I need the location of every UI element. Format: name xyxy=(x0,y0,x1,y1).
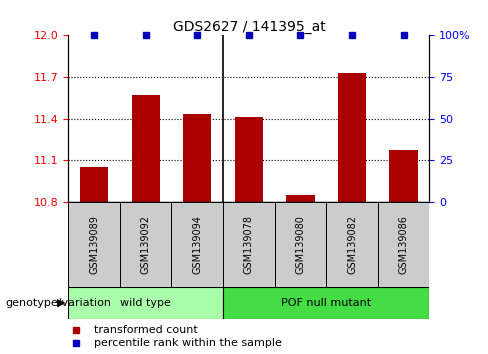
Text: percentile rank within the sample: percentile rank within the sample xyxy=(94,337,282,348)
Bar xyxy=(389,150,418,202)
Bar xyxy=(80,167,108,202)
Text: GSM139094: GSM139094 xyxy=(192,215,203,274)
Bar xyxy=(120,202,171,287)
Bar xyxy=(68,202,120,287)
Text: ▶: ▶ xyxy=(58,298,66,308)
Bar xyxy=(286,195,315,202)
Bar xyxy=(183,114,211,202)
Bar xyxy=(68,287,223,319)
Bar xyxy=(235,117,263,202)
Bar xyxy=(171,202,223,287)
Bar xyxy=(223,287,429,319)
Bar xyxy=(132,95,160,202)
Text: transformed count: transformed count xyxy=(94,325,197,335)
Text: POF null mutant: POF null mutant xyxy=(281,298,371,308)
Bar xyxy=(338,73,366,202)
Bar xyxy=(275,202,326,287)
Bar xyxy=(378,202,429,287)
Text: GSM139092: GSM139092 xyxy=(141,215,151,274)
Text: wild type: wild type xyxy=(120,298,171,308)
Text: GSM139080: GSM139080 xyxy=(295,215,305,274)
Text: GSM139078: GSM139078 xyxy=(244,215,254,274)
Text: GSM139086: GSM139086 xyxy=(399,215,408,274)
Title: GDS2627 / 141395_at: GDS2627 / 141395_at xyxy=(172,21,325,34)
Text: GSM139082: GSM139082 xyxy=(347,215,357,274)
Text: genotype/variation: genotype/variation xyxy=(5,298,111,308)
Bar xyxy=(326,202,378,287)
Text: GSM139089: GSM139089 xyxy=(89,215,99,274)
Bar xyxy=(223,202,275,287)
